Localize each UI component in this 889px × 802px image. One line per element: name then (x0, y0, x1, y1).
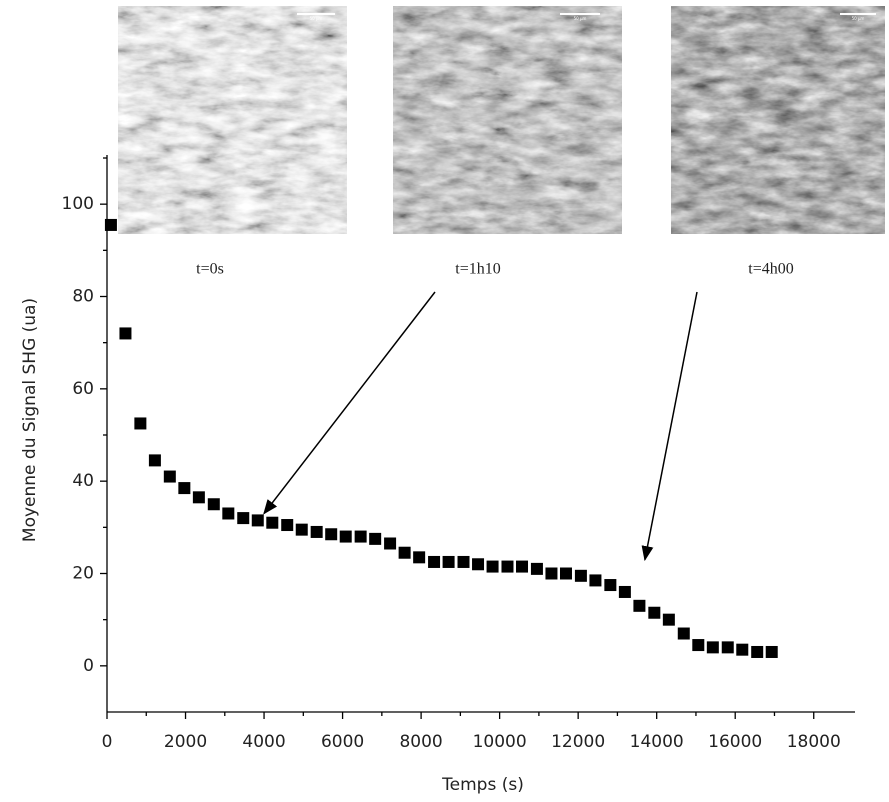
image-t2 (671, 6, 885, 234)
point (765, 645, 778, 658)
point (384, 537, 397, 550)
point (339, 530, 352, 543)
x-tick-label: 18000 (787, 732, 841, 752)
annotation: t=4h00 (748, 261, 793, 278)
point (604, 579, 617, 592)
point (192, 491, 205, 504)
point (736, 643, 749, 656)
annotation: t=0s (196, 261, 224, 278)
point (398, 546, 411, 559)
y-tick-label: 60 (72, 379, 94, 399)
point (295, 523, 308, 536)
point (442, 555, 455, 568)
y-tick-label: 80 (72, 287, 94, 307)
point (545, 567, 558, 580)
point (237, 512, 250, 525)
y-tick-label: 40 (72, 471, 94, 491)
point (516, 560, 529, 573)
point (692, 639, 705, 652)
image-t0 (118, 6, 347, 234)
y-tick-label: 100 (62, 194, 94, 214)
point (633, 599, 646, 612)
point (648, 606, 661, 619)
image-t1 (393, 6, 622, 234)
x-tick-label: 8000 (399, 732, 442, 752)
point (706, 641, 719, 654)
point (354, 530, 367, 543)
annotation: t=1h10 (455, 261, 500, 278)
point (281, 519, 294, 532)
point (751, 645, 764, 658)
point (178, 482, 191, 495)
annotation-arrow (263, 291, 436, 515)
point (559, 567, 572, 580)
x-tick-label: 0 (102, 732, 113, 752)
x-tick-label: 16000 (708, 732, 762, 752)
y-tick-label: 0 (83, 656, 94, 676)
point (574, 569, 587, 582)
point (472, 558, 485, 571)
point (222, 507, 235, 520)
y-tick-label: 20 (72, 564, 94, 584)
scale-bar-label: 50 µm (310, 16, 323, 21)
x-tick-label: 14000 (630, 732, 684, 752)
scale-bar-label: 50 µm (852, 16, 865, 21)
point (369, 532, 382, 545)
point (589, 574, 602, 587)
point (486, 560, 499, 573)
point (618, 585, 631, 598)
point (148, 454, 161, 467)
point (530, 562, 543, 575)
point (457, 555, 470, 568)
point (134, 417, 147, 430)
x-tick-label: 6000 (321, 732, 364, 752)
x-axis-title: Temps (s) (441, 775, 524, 795)
point (677, 627, 690, 640)
micrographs: 50 µm 50 µm 50 µm (118, 6, 885, 234)
point (413, 551, 426, 564)
x-tick-label: 2000 (164, 732, 207, 752)
point (119, 327, 132, 340)
scale-bar-label: 50 µm (574, 16, 587, 21)
point (104, 218, 117, 231)
point (428, 555, 441, 568)
point (721, 641, 734, 654)
point (163, 470, 176, 483)
y-axis-title: Moyenne du Signal SHG (ua) (20, 298, 40, 542)
point (207, 498, 220, 511)
point (266, 516, 279, 529)
annotation-arrow (641, 291, 698, 562)
x-tick-label: 4000 (242, 732, 285, 752)
point (325, 528, 338, 541)
x-tick-label: 10000 (473, 732, 527, 752)
point (251, 514, 264, 527)
x-tick-label: 12000 (551, 732, 605, 752)
point (310, 525, 323, 538)
point (662, 613, 675, 626)
point (501, 560, 514, 573)
